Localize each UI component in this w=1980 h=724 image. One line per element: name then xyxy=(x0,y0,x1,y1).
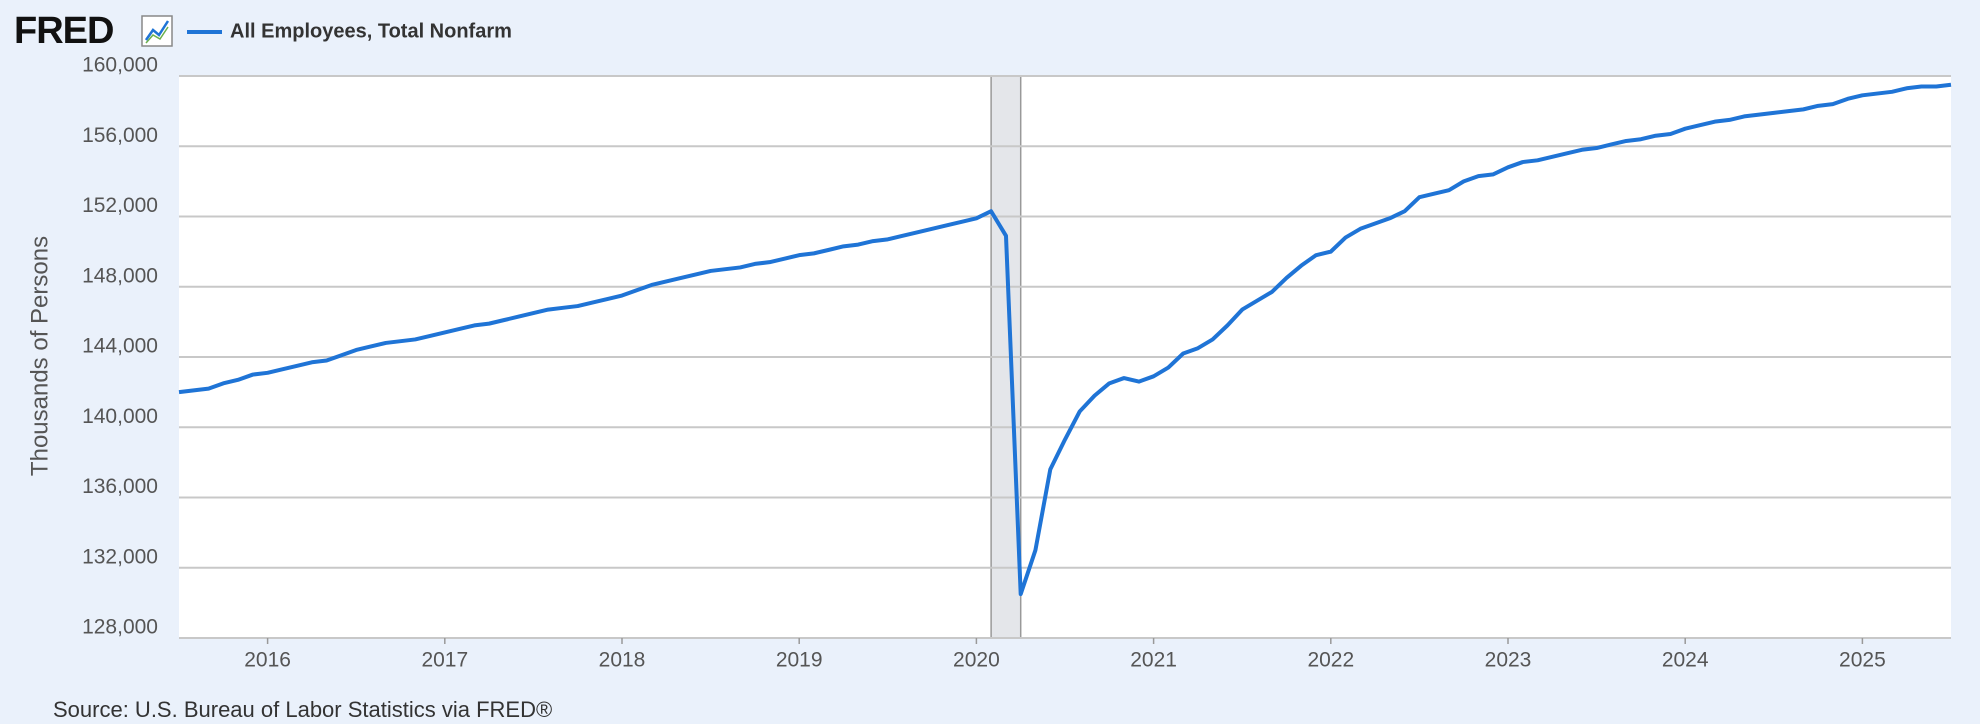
y-tick-label: 136,000 xyxy=(82,475,158,498)
y-tick-label: 160,000 xyxy=(82,54,158,77)
x-tick-label: 2024 xyxy=(1662,649,1709,672)
y-tick-label: 152,000 xyxy=(82,194,158,217)
x-tick-label: 2022 xyxy=(1307,649,1354,672)
y-tick-label: 148,000 xyxy=(82,264,158,287)
x-tick-label: 2017 xyxy=(421,649,468,672)
y-tick-label: 128,000 xyxy=(82,616,158,639)
x-tick-label: 2025 xyxy=(1839,649,1886,672)
legend-label: All Employees, Total Nonfarm xyxy=(230,20,512,42)
source-note: Source: U.S. Bureau of Labor Statistics … xyxy=(53,697,552,722)
logo: FRED xyxy=(14,10,113,52)
x-tick-label: 2019 xyxy=(776,649,823,672)
y-tick-label: 132,000 xyxy=(82,545,158,568)
x-tick-label: 2018 xyxy=(599,649,646,672)
x-tick-label: 2016 xyxy=(244,649,291,672)
y-axis-label: Thousands of Persons xyxy=(26,236,53,476)
logo-icon xyxy=(141,15,173,47)
y-tick-label: 144,000 xyxy=(82,335,158,358)
y-tick-label: 156,000 xyxy=(82,124,158,147)
x-tick-label: 2020 xyxy=(953,649,1000,672)
x-tick-label: 2021 xyxy=(1130,649,1177,672)
x-tick-label: 2023 xyxy=(1485,649,1532,672)
series-line xyxy=(178,82,1952,597)
y-tick-label: 140,000 xyxy=(82,405,158,428)
